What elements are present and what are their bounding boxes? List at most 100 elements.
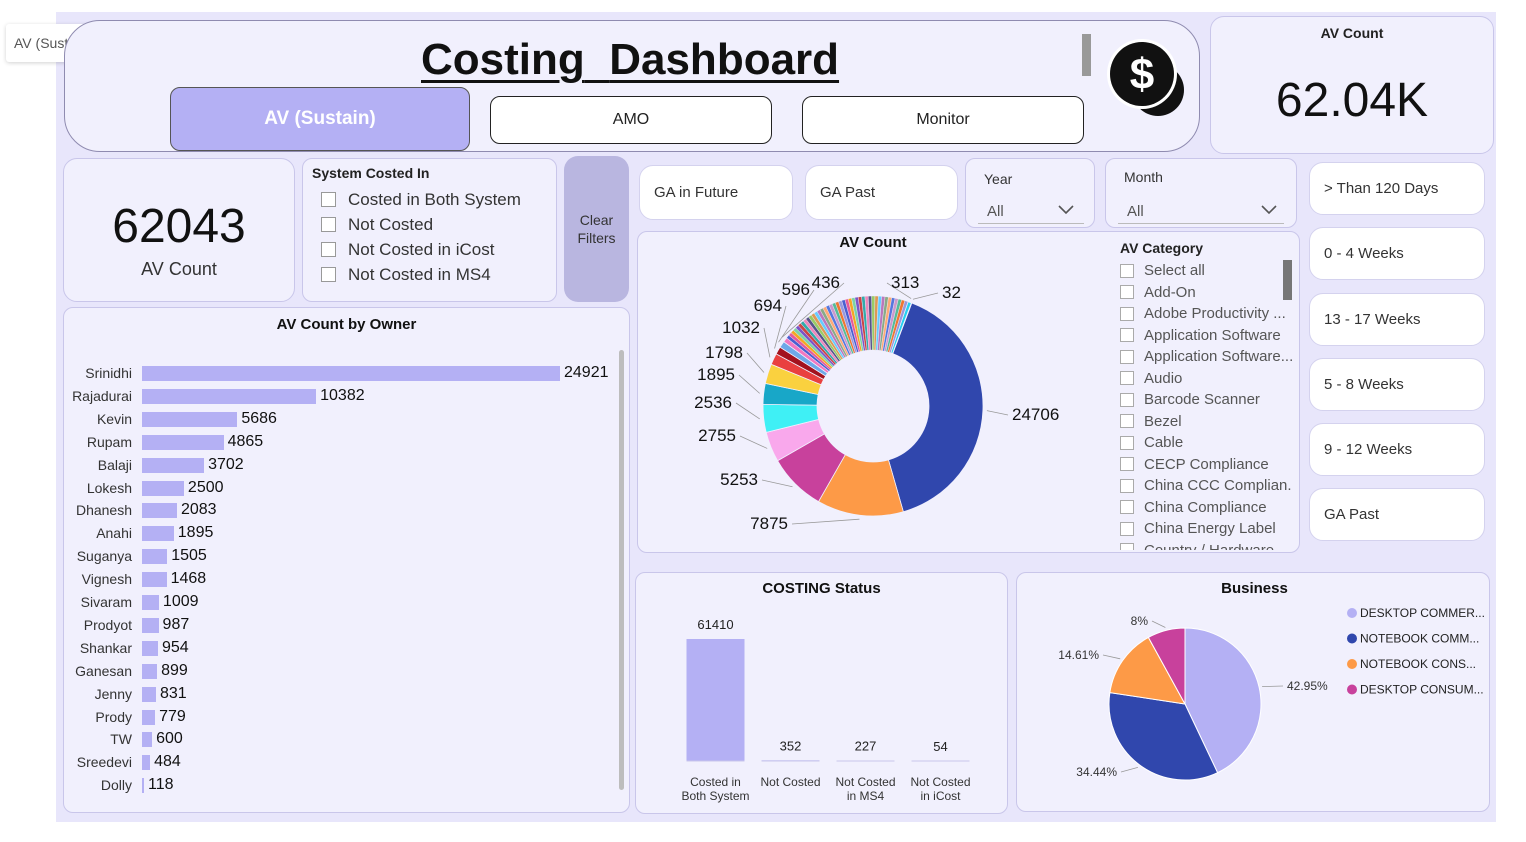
donut-data-label: 1895 — [697, 365, 735, 384]
av-category-item[interactable]: China Compliance — [1120, 497, 1292, 519]
status-category-label: in MS4 — [847, 789, 885, 803]
ga-future-button[interactable]: GA in Future — [639, 165, 793, 220]
checkbox[interactable] — [1120, 306, 1134, 321]
checkbox[interactable] — [1120, 392, 1134, 407]
donut-data-label: 5253 — [720, 470, 758, 489]
donut-leader-line — [735, 402, 760, 420]
owner-bar[interactable] — [142, 434, 224, 450]
owner-bar[interactable] — [142, 480, 184, 496]
tab-monitor[interactable]: Monitor — [802, 96, 1084, 144]
owner-bar[interactable] — [142, 549, 168, 565]
owner-bar[interactable] — [142, 366, 560, 381]
av-category-item[interactable]: China CCC Complian... — [1120, 475, 1292, 497]
kpi-main-value: 62043 — [112, 200, 246, 253]
av-category-item[interactable]: Bezel — [1120, 411, 1292, 433]
donut-leader-line — [912, 292, 939, 300]
bucket-button-0-4-weeks[interactable]: 0 - 4 Weeks — [1309, 227, 1485, 280]
donut-slice[interactable] — [892, 302, 913, 355]
ga-past-button[interactable]: GA Past — [805, 165, 958, 220]
av-category-item[interactable]: Application Software — [1120, 325, 1292, 347]
slicer-option-not-icost[interactable]: Not Costed in iCost — [321, 237, 521, 262]
donut-data-label: 1798 — [705, 343, 743, 362]
status-category-label: Not Costed — [760, 775, 820, 789]
legend-label: NOTEBOOK CONS... — [1360, 657, 1476, 671]
owner-chart-scrollbar[interactable] — [619, 350, 624, 790]
chevron-down-icon[interactable] — [1261, 205, 1277, 215]
av-category-item[interactable]: CECP Compliance — [1120, 454, 1292, 476]
owner-label: TW — [110, 731, 132, 748]
clear-filters-button[interactable]: Clear Filters — [564, 156, 629, 302]
business-slice[interactable] — [1147, 627, 1186, 705]
av-category-item[interactable]: Adobe Productivity ... — [1120, 303, 1292, 325]
checkbox[interactable] — [1120, 349, 1134, 364]
owner-bar[interactable] — [142, 755, 151, 771]
owner-bar[interactable] — [142, 503, 177, 519]
av-category-item[interactable]: Barcode Scanner — [1120, 389, 1292, 411]
owner-bar[interactable] — [142, 663, 158, 679]
slicer-option-not-costed[interactable]: Not Costed — [321, 212, 521, 237]
av-category-item[interactable]: Application Software... — [1120, 346, 1292, 368]
checkbox[interactable] — [1120, 435, 1134, 450]
owner-bar[interactable] — [142, 617, 159, 633]
donut-leader-line — [761, 479, 793, 488]
month-filter[interactable]: Month All — [1105, 158, 1297, 228]
checkbox[interactable] — [321, 242, 336, 257]
av-category-item[interactable]: Add-On — [1120, 282, 1292, 304]
checkbox[interactable] — [321, 192, 336, 207]
business-data-label: 8% — [1131, 614, 1149, 628]
tab-amo[interactable]: AMO — [490, 96, 772, 144]
checkbox[interactable] — [1120, 285, 1134, 300]
checkbox[interactable] — [1120, 263, 1134, 278]
owner-bar[interactable] — [142, 526, 174, 542]
chevron-down-icon[interactable] — [1058, 205, 1074, 215]
business-slice[interactable] — [1109, 636, 1186, 705]
checkbox[interactable] — [1120, 500, 1134, 515]
owner-value-label: 831 — [159, 684, 187, 702]
av-category-item[interactable]: Cable — [1120, 432, 1292, 454]
owner-bar[interactable] — [142, 686, 156, 702]
bucket-button-5-8-weeks[interactable]: 5 - 8 Weeks — [1309, 358, 1485, 411]
av-category-item[interactable]: Select all — [1120, 260, 1292, 282]
business-leader-line — [1120, 767, 1138, 773]
checkbox[interactable] — [1120, 414, 1134, 429]
status-bar[interactable] — [686, 639, 745, 761]
checkbox[interactable] — [1120, 543, 1134, 550]
owner-value-label: 600 — [156, 730, 183, 748]
av-category-item[interactable]: Audio — [1120, 368, 1292, 390]
checkbox[interactable] — [1120, 457, 1134, 472]
checkbox[interactable] — [1120, 328, 1134, 343]
bucket-button-13-17-weeks[interactable]: 13 - 17 Weeks — [1309, 293, 1485, 346]
checkbox[interactable] — [1120, 478, 1134, 493]
bucket-button-120-days[interactable]: > Than 120 Days — [1309, 162, 1485, 215]
bucket-button-9-12-weeks[interactable]: 9 - 12 Weeks — [1309, 423, 1485, 476]
business-slice[interactable] — [1108, 692, 1219, 781]
owner-bar[interactable] — [142, 640, 158, 656]
checkbox[interactable] — [321, 217, 336, 232]
bucket-button-ga-past[interactable]: GA Past — [1309, 488, 1485, 541]
checkbox[interactable] — [1120, 521, 1134, 536]
owner-bar[interactable] — [142, 732, 153, 748]
owner-bar[interactable] — [142, 388, 317, 404]
av-category-label: Bezel — [1144, 412, 1182, 430]
kpi-top-label: AV Count — [1320, 25, 1384, 41]
owner-bar[interactable] — [142, 778, 144, 794]
business-slice[interactable] — [1184, 627, 1262, 774]
slicer-option-both[interactable]: Costed in Both System — [321, 187, 521, 212]
checkbox[interactable] — [1120, 371, 1134, 386]
av-category-item[interactable]: China Energy Label — [1120, 518, 1292, 540]
year-filter[interactable]: Year All — [965, 158, 1095, 228]
owner-bar[interactable] — [142, 709, 156, 725]
owner-value-label: 987 — [162, 615, 190, 633]
donut-slice[interactable] — [887, 302, 984, 513]
tab-av-sustain[interactable]: AV (Sustain) — [170, 87, 470, 151]
owner-bar[interactable] — [142, 595, 159, 610]
checkbox[interactable] — [321, 267, 336, 282]
header-scrollbar[interactable] — [1082, 34, 1091, 76]
av-category-scrollbar[interactable] — [1283, 260, 1292, 300]
owner-bar[interactable] — [142, 457, 205, 473]
slicer-option-not-ms4[interactable]: Not Costed in MS4 — [321, 262, 521, 287]
owner-value-label: 954 — [162, 638, 189, 656]
av-category-item[interactable]: Country / Hardware — [1120, 540, 1292, 550]
owner-bar[interactable] — [142, 411, 238, 427]
owner-bar[interactable] — [142, 572, 167, 588]
